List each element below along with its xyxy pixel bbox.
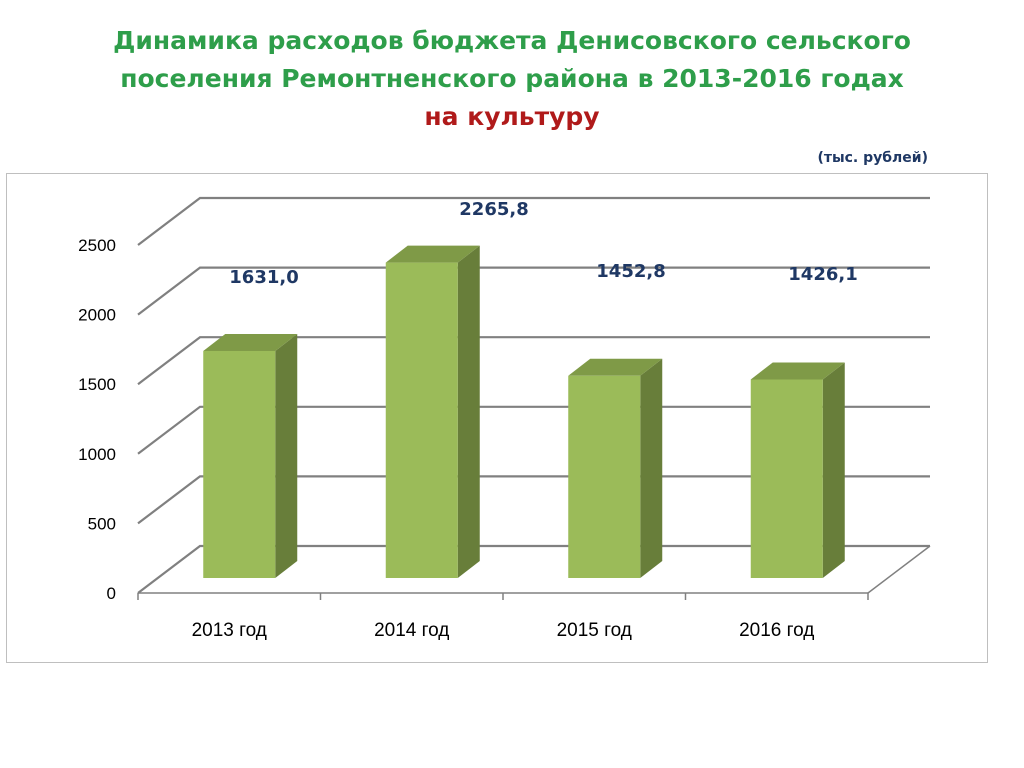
slide-title: Динамика расходов бюджета Денисовского с… <box>0 22 1024 136</box>
y-tick-label: 2500 <box>78 236 116 255</box>
gridline <box>137 475 930 525</box>
x-tick-label: 2016 год <box>739 620 814 641</box>
gridline <box>137 196 930 246</box>
gridline <box>137 405 930 455</box>
y-tick-label: 1500 <box>78 375 116 394</box>
y-tick-label: 500 <box>88 514 116 533</box>
y-tick-label: 0 <box>107 584 116 603</box>
bar <box>385 262 458 578</box>
bar-side <box>457 245 480 578</box>
title-line-1: Динамика расходов бюджета Денисовского с… <box>113 26 911 55</box>
data-label: 1426,1 <box>788 264 857 285</box>
x-tick-label: 2013 год <box>192 620 267 641</box>
bar <box>568 375 641 578</box>
bar-top <box>568 358 663 376</box>
bar-top <box>750 362 845 380</box>
y-tick-label: 1000 <box>78 445 116 464</box>
y-tick-label: 2000 <box>78 306 116 325</box>
bar <box>750 379 823 578</box>
bar-side <box>640 358 663 578</box>
bar-top <box>385 245 480 263</box>
units-label: (тыс. рублей) <box>817 150 928 166</box>
title-line-2: поселения Ремонтненского района в 2013-2… <box>120 64 904 93</box>
floor-edge <box>867 545 931 594</box>
gridline <box>137 544 930 594</box>
gridline <box>137 336 930 386</box>
bar <box>203 350 276 578</box>
bar-side <box>275 333 298 578</box>
gridline <box>137 266 930 316</box>
data-label: 2265,8 <box>459 199 528 220</box>
data-label: 1631,0 <box>229 267 298 288</box>
title-accent: на культуру <box>424 102 600 131</box>
bar-top <box>203 333 298 351</box>
x-tick-label: 2014 год <box>374 620 449 641</box>
bar-side <box>822 362 845 578</box>
data-label: 1452,8 <box>596 261 665 282</box>
x-tick-label: 2015 год <box>557 620 632 641</box>
